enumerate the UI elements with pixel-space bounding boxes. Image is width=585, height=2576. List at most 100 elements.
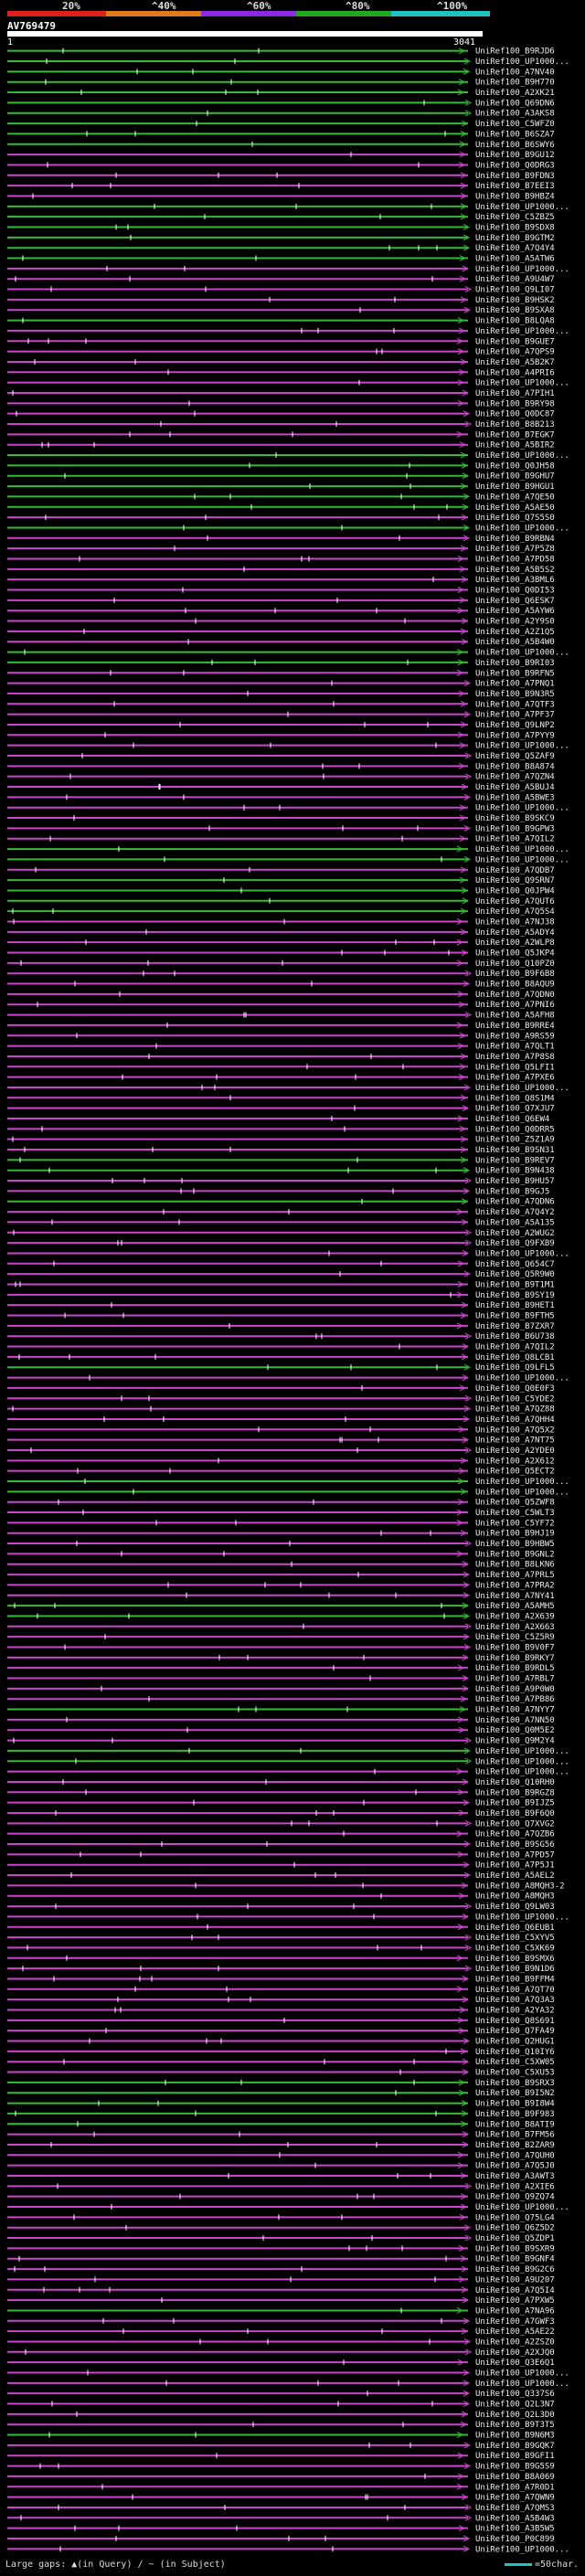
hit-row[interactable]: UniRef100_Q5R9W0 (7, 1270, 555, 1279)
hit-row[interactable]: UniRef100_Q9ZQ74 (7, 2193, 555, 2202)
hit-row[interactable]: UniRef100_UP1000... (7, 327, 569, 336)
hit-row[interactable]: UniRef100_A5B2K7 (7, 358, 555, 367)
hit-row[interactable]: UniRef100_B9HJ19 (7, 1530, 555, 1539)
hit-row[interactable]: UniRef100_Q2L3D0 (7, 2411, 555, 2420)
hit-row[interactable]: UniRef100_Q0JH58 (7, 461, 555, 471)
hit-row[interactable]: UniRef100_Q7FA49 (7, 2027, 555, 2036)
hit-row[interactable]: UniRef100_Q5ECT2 (7, 1468, 555, 1477)
hit-row[interactable]: UniRef100_Q3E6Q1 (7, 2359, 555, 2368)
hit-row[interactable]: UniRef100_Q0DRR5 (7, 1125, 555, 1134)
hit-row[interactable]: UniRef100_UP1000... (7, 2369, 569, 2378)
hit-row[interactable]: UniRef100_B9SG56 (7, 1840, 555, 1850)
hit-row[interactable]: UniRef100_A7NA96 (7, 2306, 555, 2316)
hit-row[interactable]: UniRef100_B2ZAR9 (7, 2141, 555, 2150)
hit-row[interactable]: UniRef100_B8AQU9 (7, 981, 555, 990)
hit-row[interactable]: UniRef100_UP1000... (7, 1478, 569, 1487)
hit-row[interactable]: UniRef100_A5BIR2 (7, 441, 555, 451)
hit-row[interactable]: UniRef100_B9GNL2 (7, 1550, 555, 1559)
hit-row[interactable]: UniRef100_C5WLT3 (7, 1509, 555, 1518)
hit-row[interactable]: UniRef100_A7R0D1 (7, 2483, 555, 2492)
hit-row[interactable]: UniRef100_Q2HUG1 (7, 2038, 555, 2047)
hit-row[interactable]: UniRef100_B8A069 (7, 2473, 555, 2482)
hit-row[interactable]: UniRef100_UP1000... (7, 1768, 569, 1777)
hit-row[interactable]: UniRef100_B9HBZ4 (7, 192, 555, 201)
hit-row[interactable]: UniRef100_B9SKC9 (7, 814, 555, 823)
hit-row[interactable]: UniRef100_Q9LFL5 (7, 1363, 555, 1373)
hit-row[interactable]: UniRef100_B9HET1 (7, 1301, 555, 1310)
hit-row[interactable]: UniRef100_A7QT70 (7, 1986, 555, 1995)
hit-row[interactable]: UniRef100_A2X639 (7, 1612, 555, 1621)
hit-row[interactable]: UniRef100_B9RI03 (7, 659, 555, 668)
hit-row[interactable]: UniRef100_B9REV7 (7, 1156, 555, 1165)
hit-row[interactable]: UniRef100_B9SRX3 (7, 2079, 555, 2088)
hit-row[interactable]: UniRef100_A7QDB7 (7, 866, 555, 875)
hit-row[interactable]: UniRef100_Q5LFI1 (7, 1063, 555, 1072)
hit-row[interactable]: UniRef100_A2ZSZ0 (7, 2337, 555, 2347)
hit-row[interactable]: UniRef100_B9GTM2 (7, 234, 555, 243)
hit-row[interactable]: UniRef100_A2XK21 (7, 89, 555, 98)
hit-row[interactable]: UniRef100_B9SXA8 (7, 306, 555, 315)
hit-row[interactable]: UniRef100_Q7XVG2 (7, 1819, 555, 1829)
hit-row[interactable]: UniRef100_A3BML6 (7, 576, 555, 585)
hit-row[interactable]: UniRef100_A2WLP8 (7, 938, 555, 948)
hit-row[interactable]: UniRef100_A5AMH5 (7, 1602, 555, 1611)
hit-row[interactable]: UniRef100_B9RDL5 (7, 1664, 555, 1673)
hit-row[interactable]: UniRef100_UP1000... (7, 1488, 569, 1497)
hit-row[interactable]: UniRef100_B9GHU7 (7, 472, 555, 482)
hit-row[interactable]: UniRef100_B9RFN5 (7, 669, 555, 678)
hit-row[interactable]: UniRef100_B9GNF4 (7, 2255, 555, 2264)
hit-row[interactable]: UniRef100_A2XIE6 (7, 2182, 555, 2191)
hit-row[interactable]: UniRef100_B9I5N2 (7, 2089, 555, 2098)
hit-row[interactable]: UniRef100_B9FTH5 (7, 1312, 555, 1321)
hit-row[interactable]: UniRef100_A7QIL2 (7, 1343, 555, 1352)
hit-row[interactable]: UniRef100_A5BUJ4 (7, 783, 555, 792)
hit-row[interactable]: UniRef100_B6SZA7 (7, 130, 555, 139)
hit-row[interactable]: UniRef100_Q0DI53 (7, 587, 555, 596)
hit-row[interactable]: UniRef100_Q0JPW4 (7, 886, 555, 896)
hit-row[interactable]: UniRef100_A7RBL7 (7, 1675, 555, 1684)
hit-row[interactable]: UniRef100_B9RGZ8 (7, 1788, 555, 1797)
hit-row[interactable]: UniRef100_A7Q5S4 (7, 907, 555, 917)
hit-row[interactable]: UniRef100_P0C899 (7, 2535, 555, 2544)
hit-row[interactable]: UniRef100_B9GU12 (7, 151, 555, 160)
hit-row[interactable]: UniRef100_A7GWF3 (7, 2317, 555, 2327)
hit-row[interactable]: UniRef100_Q6Z5D2 (7, 2224, 555, 2233)
hit-row[interactable]: UniRef100_A9U4W7 (7, 275, 555, 284)
hit-row[interactable]: UniRef100_Q5JKP4 (7, 949, 555, 959)
hit-row[interactable]: UniRef100_C5XK69 (7, 1944, 555, 1953)
hit-row[interactable]: UniRef100_A2YA32 (7, 2006, 555, 2015)
hit-row[interactable]: UniRef100_A5AE22 (7, 2327, 555, 2337)
hit-row[interactable]: UniRef100_A5AFH8 (7, 1012, 555, 1021)
hit-row[interactable]: UniRef100_A9RS59 (7, 1032, 555, 1041)
hit-row[interactable]: UniRef100_B8B213 (7, 420, 555, 429)
hit-row[interactable]: UniRef100_Q337S6 (7, 2390, 555, 2399)
hit-row[interactable]: UniRef100_B9IJZ5 (7, 1799, 555, 1808)
hit-row[interactable]: UniRef100_A7PRL5 (7, 1571, 555, 1580)
hit-row[interactable]: UniRef100_A7PIH1 (7, 389, 555, 398)
hit-row[interactable]: UniRef100_A7QPS9 (7, 348, 555, 357)
hit-row[interactable]: UniRef100_B9SN31 (7, 1146, 555, 1155)
hit-row[interactable]: UniRef100_A5BWE3 (7, 793, 555, 802)
hit-row[interactable]: UniRef100_Q9LNP2 (7, 721, 555, 730)
hit-row[interactable]: UniRef100_B9SDX8 (7, 224, 555, 233)
hit-row[interactable]: UniRef100_UP1000... (7, 649, 569, 658)
hit-row[interactable]: UniRef100_Q0M5E2 (7, 1726, 555, 1735)
hit-row[interactable]: UniRef100_B7FM56 (7, 2131, 555, 2140)
hit-row[interactable]: UniRef100_UP1000... (7, 845, 569, 854)
hit-row[interactable]: UniRef100_B9HU57 (7, 1177, 555, 1186)
hit-row[interactable]: UniRef100_A7QE50 (7, 493, 555, 502)
hit-row[interactable]: UniRef100_B8LKN6 (7, 1561, 555, 1570)
hit-row[interactable]: UniRef100_B9SY19 (7, 1291, 555, 1300)
hit-row[interactable]: UniRef100_Q654C7 (7, 1260, 555, 1269)
hit-row[interactable]: UniRef100_UP1000... (7, 58, 569, 67)
hit-row[interactable]: UniRef100_A5ADY4 (7, 928, 555, 938)
hit-row[interactable]: UniRef100_A7QIL2 (7, 835, 555, 844)
hit-row[interactable]: UniRef100_UP1000... (7, 379, 569, 388)
hit-row[interactable]: UniRef100_Q75LG4 (7, 2213, 555, 2222)
hit-row[interactable]: UniRef100_A7Q4Y2 (7, 1208, 555, 1217)
hit-row[interactable]: UniRef100_A2WUG2 (7, 1229, 555, 1238)
hit-row[interactable]: UniRef100_Q10RH0 (7, 1778, 555, 1787)
hit-row[interactable]: UniRef100_UP1000... (7, 265, 569, 274)
hit-row[interactable]: UniRef100_UP1000... (7, 1757, 569, 1766)
hit-row[interactable]: UniRef100_C5XU53 (7, 2069, 555, 2078)
